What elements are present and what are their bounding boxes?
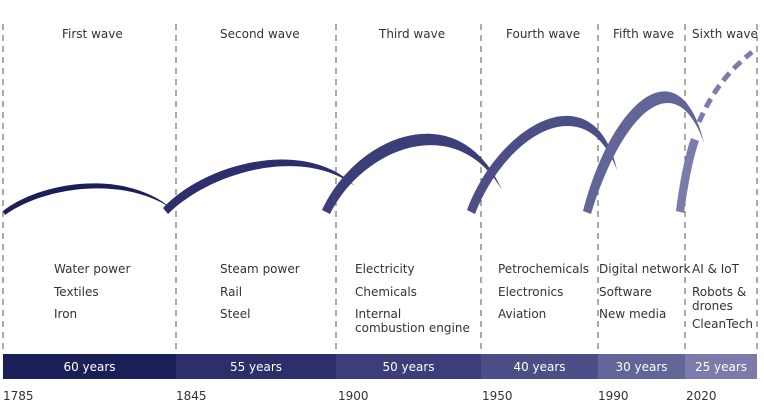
year-label-1: 1785 xyxy=(3,389,34,403)
wave-arc-3 xyxy=(322,133,502,214)
tech-item: Petrochemicals xyxy=(498,262,590,276)
tech-item: New media xyxy=(599,307,667,321)
duration-label: 60 years xyxy=(63,359,116,374)
wave-title-2: Second wave xyxy=(220,27,300,41)
tech-item: Rail xyxy=(220,284,243,299)
wave-techs-5: Digital network Software New media xyxy=(599,258,690,326)
duration-bar-1: 60 years xyxy=(3,354,176,379)
wave-techs-1: Water power Textiles Iron xyxy=(54,258,130,326)
tech-item: Software xyxy=(599,284,652,299)
wave-arc-6-dash xyxy=(696,50,754,124)
duration-bar-4: 40 years xyxy=(481,354,598,379)
wave-title-6: Sixth wave xyxy=(692,27,758,41)
wave-title-4: Fourth wave xyxy=(506,27,581,41)
wave-techs-3: Electricity Chemicals Internal combustio… xyxy=(355,258,470,335)
duration-label: 40 years xyxy=(513,359,566,374)
wave-title-3: Third wave xyxy=(379,27,446,41)
duration-bar-2: 55 years xyxy=(176,354,336,379)
tech-item: Textiles xyxy=(54,284,99,299)
tech-item: Steam power xyxy=(220,262,300,276)
year-label-5: 1990 xyxy=(598,389,629,403)
tech-item: Digital network xyxy=(599,262,691,276)
wave-title-5: Fifth wave xyxy=(613,27,675,41)
year-label-3: 1900 xyxy=(338,389,369,403)
tech-item: Electronics xyxy=(498,284,564,299)
duration-label: 30 years xyxy=(615,359,668,374)
wave-arc-1 xyxy=(3,183,172,215)
duration-bar-6: 25 years xyxy=(685,354,757,379)
wave-techs-4: Petrochemicals Electronics Aviation xyxy=(498,258,589,326)
tech-item: Steel xyxy=(220,307,251,321)
year-label-6: 2020 xyxy=(686,389,717,403)
wave-title-1: First wave xyxy=(62,27,123,41)
tech-item: Electricity xyxy=(355,262,415,276)
wave-arc-2 xyxy=(163,159,355,214)
tech-item: Aviation xyxy=(498,307,547,321)
duration-label: 55 years xyxy=(229,359,283,374)
tech-item: Chemicals xyxy=(355,284,417,299)
wave-arc-6-solid xyxy=(676,138,699,213)
tech-item: Iron xyxy=(54,307,78,321)
tech-item: Robots & drones xyxy=(692,284,747,313)
wave-techs-6: AI & IoT Robots & drones CleanTech xyxy=(692,258,754,335)
wave-arc-4 xyxy=(467,115,617,214)
duration-label: 25 years xyxy=(694,359,748,374)
duration-bar-3: 50 years xyxy=(336,354,481,379)
tech-item: AI & IoT xyxy=(692,262,739,276)
tech-item: Water power xyxy=(54,262,131,276)
tech-item: CleanTech xyxy=(692,316,753,331)
tech-item: Internal combustion engine xyxy=(355,307,470,335)
year-label-4: 1950 xyxy=(482,389,513,403)
year-label-2: 1845 xyxy=(176,389,207,403)
wave-arc-5 xyxy=(583,91,704,214)
duration-label: 50 years xyxy=(382,359,435,374)
duration-bar-5: 30 years xyxy=(598,354,685,379)
wave-techs-2: Steam power Rail Steel xyxy=(220,258,300,326)
